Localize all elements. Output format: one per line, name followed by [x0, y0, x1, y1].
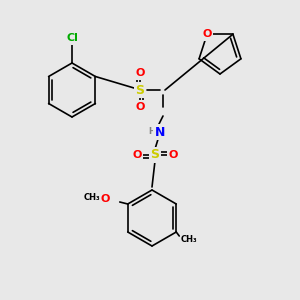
Text: O: O	[132, 150, 142, 160]
Text: O: O	[100, 194, 110, 204]
Text: S: S	[151, 148, 160, 161]
Text: H: H	[148, 128, 155, 136]
Text: O: O	[135, 68, 145, 78]
Text: CH₃: CH₃	[181, 236, 198, 244]
Text: O: O	[168, 150, 178, 160]
Text: O: O	[202, 29, 212, 39]
Text: S: S	[136, 83, 145, 97]
Text: Cl: Cl	[66, 33, 78, 43]
Text: CH₃: CH₃	[83, 193, 100, 202]
Text: N: N	[155, 125, 165, 139]
Text: O: O	[135, 102, 145, 112]
